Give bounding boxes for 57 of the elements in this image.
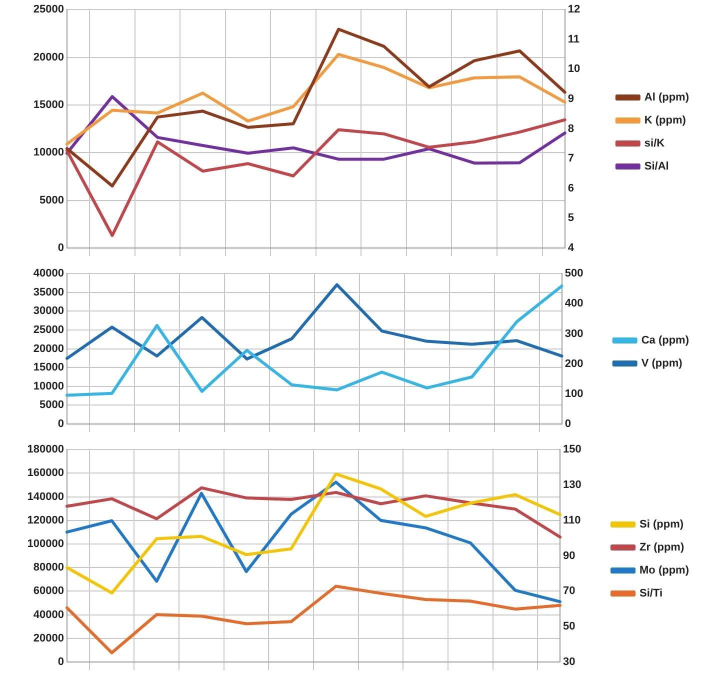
y2-tick-label: 5 <box>568 212 574 224</box>
y2-tick-label: 500 <box>564 268 584 280</box>
y-tick-label: 15000 <box>33 98 64 111</box>
legend-label: Si (ppm) <box>640 518 684 531</box>
y-tick-label: 180000 <box>27 444 64 456</box>
y-tick-label: 25000 <box>33 324 64 336</box>
y2-tick-label: 130 <box>563 479 582 492</box>
y-tick-label: 20000 <box>33 632 64 644</box>
y-tick-label: 40000 <box>33 268 64 280</box>
y2-tick-label: 0 <box>564 418 571 430</box>
y2-tick-label: 100 <box>564 388 584 400</box>
y-tick-label: 5000 <box>40 399 64 412</box>
y2-tick-label: 300 <box>564 328 584 340</box>
y2-tick-label: 10 <box>568 63 580 76</box>
y-tick-label: 40000 <box>33 608 64 621</box>
y2-tick-label: 90 <box>563 550 576 562</box>
y2-tick-label: 11 <box>568 33 580 46</box>
legend-label: V (ppm) <box>641 358 683 370</box>
y2-tick-label: 400 <box>564 298 584 310</box>
y2-tick-label: 50 <box>563 620 576 633</box>
y-tick-label: 15000 <box>33 362 64 374</box>
y2-tick-label: 4 <box>568 242 575 254</box>
legend-label: si/K <box>644 138 665 150</box>
legend-label: Mo (ppm) <box>640 564 690 577</box>
legend-label: Si/Ti <box>640 588 663 600</box>
y-tick-label: 10000 <box>33 146 64 159</box>
y2-tick-label: 150 <box>563 444 582 456</box>
y2-tick-label: 12 <box>568 4 580 16</box>
y-tick-label: 10000 <box>33 380 64 392</box>
y2-tick-label: 30 <box>563 656 576 668</box>
y2-tick-label: 8 <box>568 122 574 135</box>
legend-label: Zr (ppm) <box>640 542 684 554</box>
y-tick-label: 80000 <box>33 562 64 574</box>
y-tick-label: 30000 <box>33 305 64 318</box>
y2-tick-label: 70 <box>563 585 576 598</box>
y-tick-label: 120000 <box>27 514 64 526</box>
y2-tick-label: 6 <box>568 182 574 194</box>
y-tick-label: 0 <box>58 242 64 254</box>
y-tick-label: 100000 <box>27 538 64 550</box>
legend-label: Ca (ppm) <box>641 334 690 347</box>
legend-label: Al (ppm) <box>644 92 690 104</box>
y-tick-label: 5000 <box>40 194 64 206</box>
y-tick-label: 35000 <box>33 286 64 298</box>
y-tick-label: 60000 <box>33 585 64 598</box>
y-tick-label: 25000 <box>33 4 64 16</box>
y2-tick-label: 7 <box>568 152 574 165</box>
y-tick-label: 0 <box>58 656 64 668</box>
y-tick-label: 140000 <box>27 490 64 503</box>
legend-label: Si/Al <box>644 160 669 173</box>
y-tick-label: 20000 <box>33 51 64 64</box>
y-tick-label: 0 <box>58 418 64 430</box>
y2-tick-label: 9 <box>568 93 574 106</box>
y2-tick-label: 110 <box>563 514 581 526</box>
y-tick-label: 20000 <box>33 342 64 355</box>
legend-label: K (ppm) <box>644 114 686 127</box>
y2-tick-label: 200 <box>564 358 584 370</box>
y-tick-label: 160000 <box>27 467 64 480</box>
